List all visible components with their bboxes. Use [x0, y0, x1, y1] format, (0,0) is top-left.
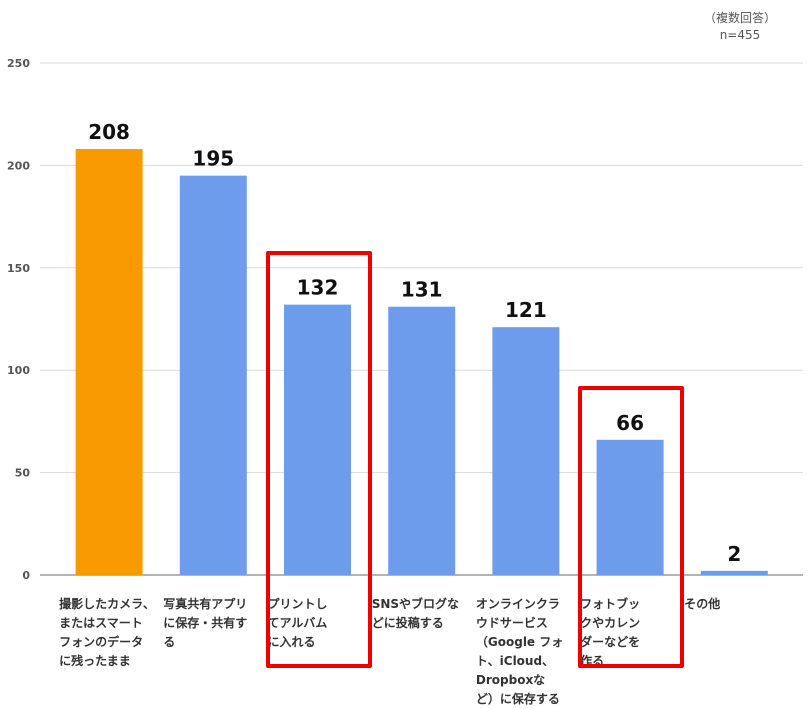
y-tick-label: 200: [7, 159, 30, 172]
x-tick-label: オンラインクラ ウドサービス （Google フォ ト、iCloud、 Drop…: [475, 597, 564, 706]
data-label: 66: [616, 411, 644, 435]
value-label-layer: 208 195 132 131 121 66 2: [88, 120, 741, 566]
y-tick-label: 100: [7, 364, 30, 377]
x-tick-label: その他: [684, 597, 721, 611]
bar: [388, 306, 456, 575]
x-tick-label: 撮影したカメラ、 またはスマート フォンのデータ に残ったまま: [59, 597, 155, 668]
sample-size-note: n=455: [719, 28, 761, 42]
data-label: 195: [192, 147, 234, 171]
bar: [179, 175, 247, 575]
data-label: 2: [727, 542, 741, 566]
bar: [596, 439, 664, 575]
y-tick-layer: 0 50 100 150 200 250: [7, 57, 30, 582]
x-tick-label: SNSやブログな どに投稿する: [371, 597, 460, 630]
y-tick-label: 50: [15, 467, 31, 480]
bar: [492, 327, 560, 575]
bar: [700, 570, 768, 575]
bar: [284, 304, 351, 575]
x-tick-label: プリントし てアルバム に入れる: [267, 597, 328, 649]
data-label: 131: [401, 278, 443, 302]
response-type-note: （複数回答）: [703, 11, 776, 25]
bar: [75, 149, 143, 576]
y-tick-label: 250: [7, 57, 30, 70]
data-label: 208: [88, 120, 130, 144]
y-tick-label: 0: [22, 569, 30, 582]
highlight-box: [265, 250, 372, 668]
y-tick-label: 150: [7, 262, 30, 275]
bar-layer: [75, 149, 768, 576]
x-tick-label: 写真共有アプリ に保存・共有す る: [163, 597, 248, 649]
data-label: 132: [297, 276, 339, 300]
data-label: 121: [505, 298, 547, 322]
highlight-box: [578, 385, 685, 668]
